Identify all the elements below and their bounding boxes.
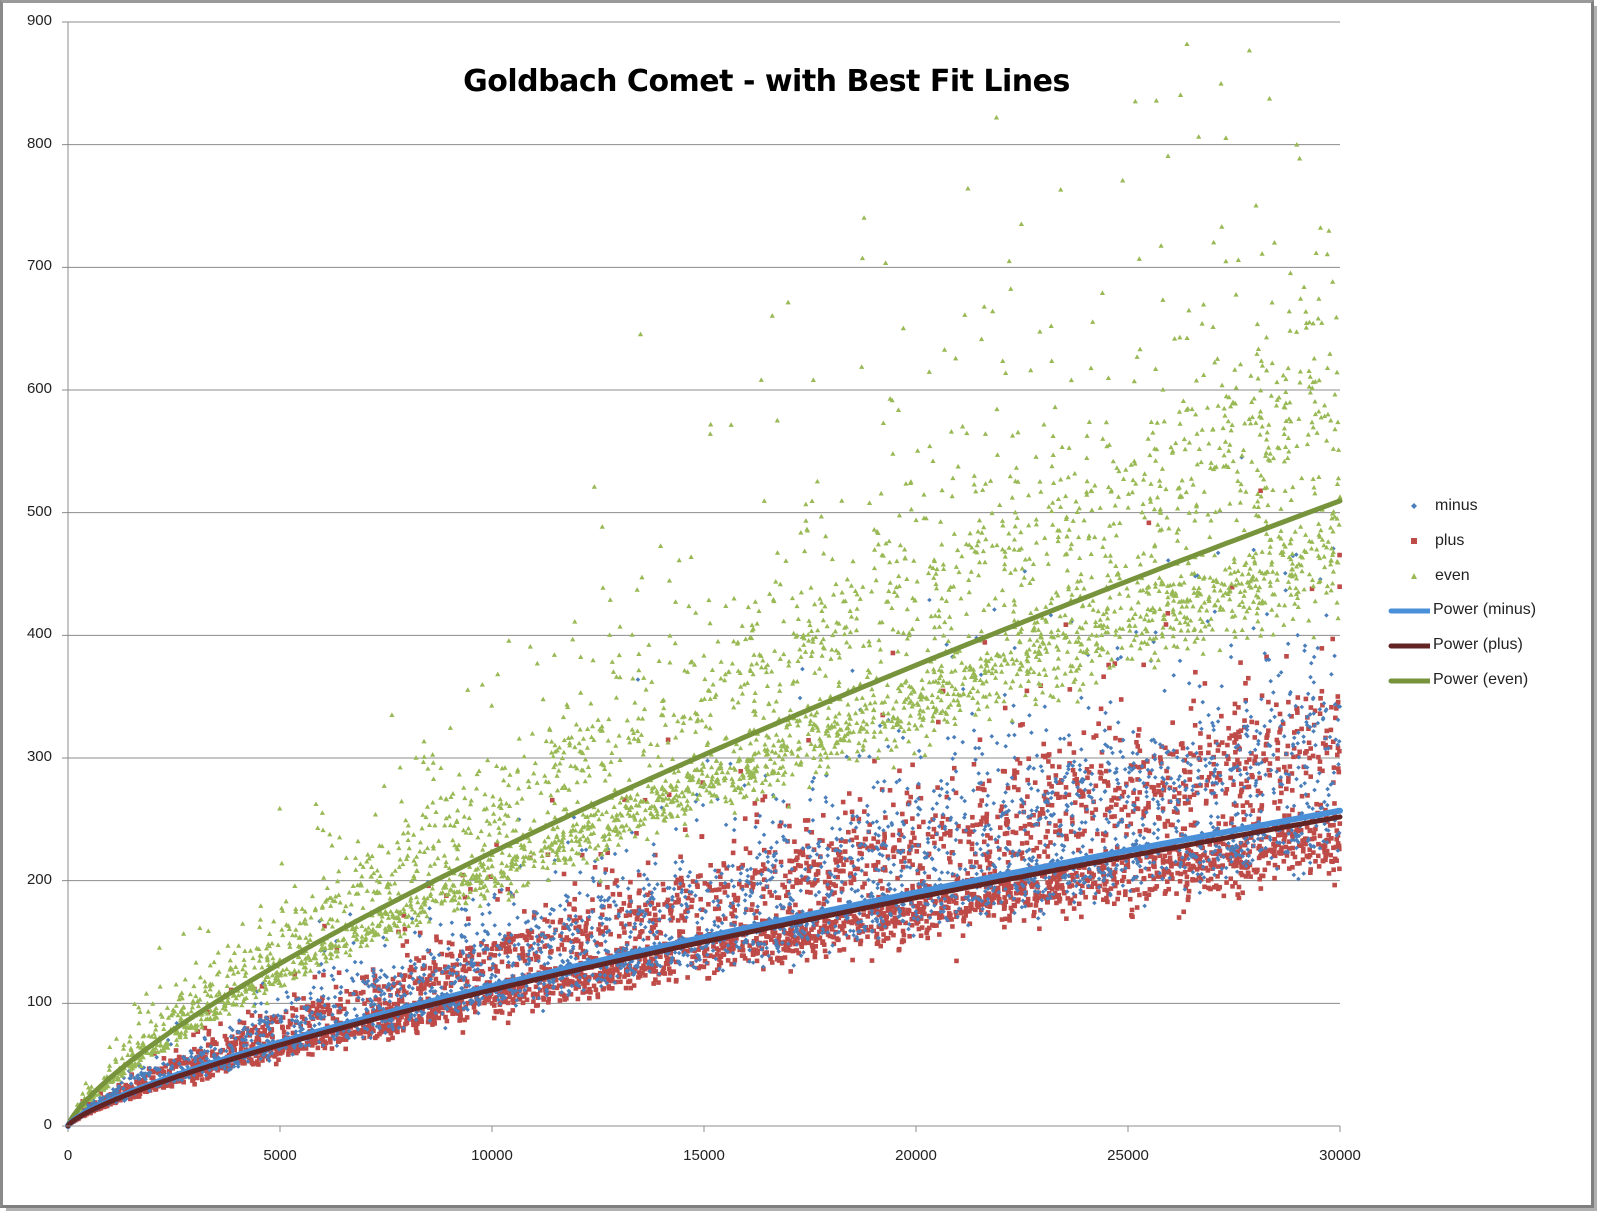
- y-tick-label: 200: [26, 870, 52, 888]
- legend-item-power-plus[interactable]: Power (plus): [1388, 634, 1568, 656]
- y-tick-label: 800: [26, 134, 52, 152]
- line-swatch-icon: [1388, 643, 1430, 649]
- trendline-Power (plus): [65, 814, 1343, 1129]
- legend-item-even[interactable]: even: [1390, 565, 1570, 587]
- line-swatch-icon: [1388, 678, 1430, 684]
- legend-label: Power (minus): [1433, 601, 1537, 618]
- legend-item-power-minus[interactable]: Power (minus): [1388, 599, 1568, 621]
- x-tick-label: 20000: [895, 1147, 937, 1164]
- legend-label: even: [1435, 567, 1470, 584]
- legend-item-plus[interactable]: plus: [1390, 530, 1570, 552]
- y-tick-label: 700: [26, 257, 52, 275]
- x-tick-label: 0: [63, 1147, 73, 1164]
- y-tick-label: 0: [43, 1116, 52, 1133]
- x-tick-label: 15000: [683, 1147, 725, 1164]
- series-plus: [67, 488, 1343, 1127]
- y-tick-label: 900: [26, 12, 52, 29]
- legend-label: Power (even): [1433, 671, 1529, 688]
- y-tick-label: 100: [26, 993, 52, 1011]
- x-tick-label: 5000: [263, 1147, 297, 1164]
- x-tick-label: 10000: [471, 1147, 513, 1164]
- x-tick-label: 25000: [1107, 1147, 1149, 1164]
- legend-label: plus: [1435, 532, 1465, 549]
- y-tick-label: 500: [26, 502, 52, 520]
- legend-item-minus[interactable]: minus: [1390, 495, 1570, 517]
- scatter-points: [67, 41, 1343, 1127]
- y-tick-label: 400: [26, 625, 52, 643]
- square-marker-icon: [1411, 538, 1417, 544]
- diamond-marker-icon: [1411, 503, 1417, 509]
- y-tick-label: 300: [26, 748, 52, 765]
- legend-label: Power (plus): [1433, 636, 1523, 653]
- trendline-Power (even): [65, 498, 1343, 1129]
- legend-label: minus: [1435, 497, 1478, 514]
- triangle-marker-icon: [1411, 573, 1417, 579]
- legend-item-power-even[interactable]: Power (even): [1388, 669, 1568, 691]
- x-tick-label: 30000: [1319, 1147, 1361, 1164]
- chart-title: Goldbach Comet - with Best Fit Lines: [463, 64, 1070, 99]
- line-swatch-icon: [1388, 608, 1430, 614]
- y-tick-label: 600: [26, 380, 52, 397]
- series-even: [67, 41, 1343, 1124]
- trendlines: [65, 498, 1343, 1129]
